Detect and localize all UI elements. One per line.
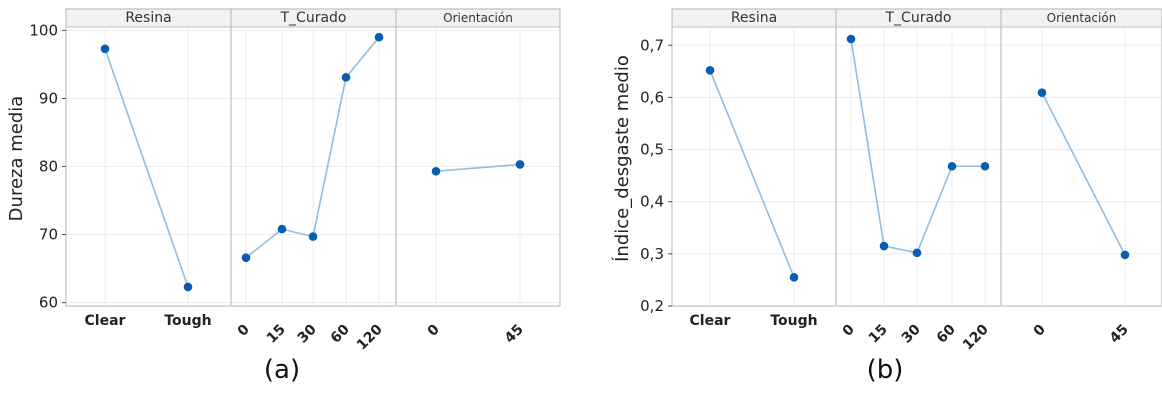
data-point: [705, 65, 715, 75]
panel-title: T_Curado: [885, 10, 952, 26]
series-line: [850, 38, 985, 254]
x-tick-label: 30: [899, 321, 924, 346]
plot-frame: [65, 8, 561, 307]
y-tick-label: 0,4: [640, 193, 664, 211]
series-line: [435, 163, 521, 173]
series-line: [709, 69, 795, 278]
data-point: [277, 224, 287, 234]
x-tick-label: Tough: [164, 313, 211, 329]
data-point: [846, 34, 856, 44]
x-tick-label: 120: [960, 321, 992, 353]
data-point: [100, 44, 110, 54]
panel-title: T_Curado: [280, 10, 347, 26]
y-tick-label: 90: [39, 89, 58, 107]
y-axis-label: Índice_desgaste medio: [611, 55, 633, 262]
panel-title: Resina: [125, 10, 171, 26]
y-tick-label: 0,3: [640, 245, 664, 263]
panel-title: Orientación: [1047, 11, 1117, 25]
data-point: [912, 248, 922, 258]
data-point: [515, 160, 525, 169]
y-tick-label: 0,5: [640, 141, 664, 159]
data-point: [947, 161, 957, 171]
chart-b-indice-desgaste: 0,2 0,3 0,4 0,5 0,6 0,7 Índice_desgaste medio R…: [611, 8, 1162, 385]
data-point: [980, 161, 990, 171]
data-point: [431, 166, 441, 176]
data-point: [879, 241, 889, 251]
x-tick-label: Clear: [85, 313, 126, 329]
figure-caption: (b): [867, 355, 904, 385]
y-tick-label: 0,6: [640, 88, 664, 106]
x-tick-label: 15: [264, 322, 289, 347]
figure-caption: (a): [264, 355, 300, 385]
x-tick-label: 120: [354, 321, 386, 353]
x-tick-label: 60: [934, 321, 959, 346]
data-point: [341, 73, 351, 82]
x-tick-label: 30: [295, 321, 320, 346]
x-tick-label: 0: [235, 321, 253, 339]
y-tick-label: 70: [39, 226, 58, 244]
panel-title: Orientación: [443, 11, 513, 25]
x-tick-label: 0: [425, 321, 443, 339]
y-tick-label: 0,2: [640, 297, 664, 315]
y-tick-label: 60: [39, 294, 58, 312]
x-tick-label: 60: [328, 321, 353, 346]
x-tick-label: 0: [840, 321, 858, 339]
panel-title: Resina: [731, 10, 777, 26]
x-tick-label: 0: [1031, 321, 1049, 339]
data-point: [1037, 88, 1047, 98]
x-tick-label: Clear: [690, 313, 731, 329]
plot-frame: [671, 8, 1162, 307]
y-tick-label: 0,7: [640, 36, 664, 54]
series-line: [1041, 92, 1126, 256]
x-tick-label: 15: [866, 322, 891, 347]
x-tick-label: 45: [502, 322, 527, 347]
x-tick-label: 45: [1107, 322, 1132, 347]
data-point: [241, 253, 251, 262]
series-line: [104, 48, 189, 288]
y-tick-label: 100: [29, 21, 58, 39]
y-axis-label: Dureza media: [6, 96, 27, 222]
data-point: [183, 282, 193, 292]
y-tick-label: 80: [39, 158, 58, 176]
data-point: [308, 232, 318, 241]
chart-a-dureza: 60 70 80 90 100 Dureza media Resina Clear Tough T…: [6, 8, 561, 385]
x-tick-label: Tough: [770, 313, 817, 329]
data-point: [374, 32, 384, 42]
data-point: [789, 273, 799, 282]
data-point: [1120, 250, 1130, 260]
